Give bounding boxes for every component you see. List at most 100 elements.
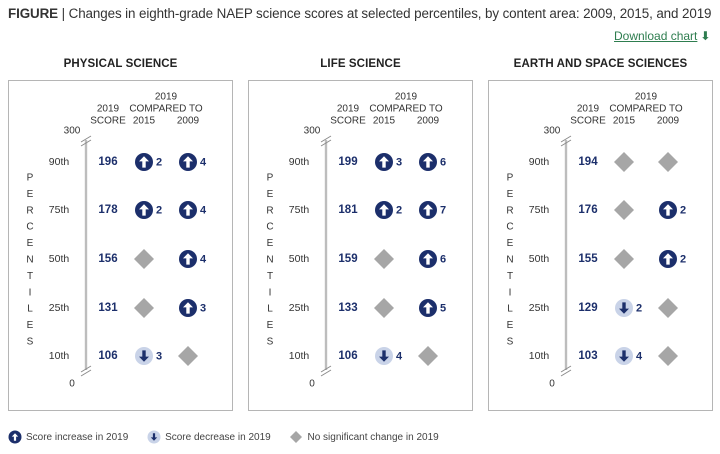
axis-break-icon — [560, 135, 572, 147]
percentile-axis-letter: N — [266, 255, 273, 266]
vs2015-decrease-icon — [615, 347, 633, 365]
vs2009-change-value: 7 — [440, 205, 446, 217]
percentile-axis-letter: R — [506, 205, 513, 216]
vs2009-change-value: 5 — [440, 303, 446, 315]
percentile-axis-letter: R — [26, 205, 33, 216]
percentile-axis-letter: P — [267, 173, 274, 184]
percentile-axis-letter: S — [507, 337, 514, 348]
vs2009-change-value: 2 — [680, 205, 686, 217]
score-header-year: 2019 — [577, 104, 600, 115]
axis-top-label: 300 — [64, 126, 81, 137]
percentile-label: 90th — [49, 156, 70, 168]
percentile-label: 10th — [529, 350, 550, 362]
vs2015-change-value: 2 — [156, 205, 162, 217]
compare-header-label: COMPARED TO — [129, 104, 203, 115]
vs2009-change-value: 4 — [200, 157, 207, 169]
score-value: 106 — [338, 350, 357, 362]
vs2015-change-value: 4 — [636, 351, 643, 363]
col-2015-header: 2015 — [133, 116, 156, 127]
panel-title: EARTH AND SPACE SCIENCES — [513, 58, 688, 70]
percentile-axis-letter: E — [27, 189, 34, 200]
vs2015-decrease-icon — [135, 347, 153, 365]
score-value: 194 — [578, 156, 598, 168]
vs2015-no-change-icon — [374, 249, 394, 269]
percentile-label: 90th — [289, 156, 310, 168]
score-value: 196 — [98, 156, 117, 168]
vs2015-change-value: 3 — [396, 157, 402, 169]
percentile-label: 10th — [49, 350, 70, 362]
compare-header-year: 2019 — [155, 92, 178, 103]
vs2015-change-value: 2 — [156, 157, 162, 169]
vs2009-no-change-icon — [178, 346, 198, 366]
percentile-label: 75th — [289, 204, 310, 216]
percentile-axis-letter: L — [27, 304, 33, 315]
vs2009-increase-icon — [179, 153, 197, 171]
vs2015-no-change-icon — [614, 152, 634, 172]
axis-top-label: 300 — [304, 126, 321, 137]
vs2009-change-value: 6 — [440, 157, 446, 169]
percentile-axis-letter: N — [26, 255, 33, 266]
score-value: 176 — [578, 204, 597, 216]
vs2015-change-value: 2 — [636, 303, 642, 315]
percentile-axis-letter: I — [509, 287, 512, 298]
vs2009-increase-icon — [179, 201, 197, 219]
vs2009-increase-icon — [659, 201, 677, 219]
vs2015-change-value: 4 — [396, 351, 403, 363]
percentile-axis-letter: C — [506, 222, 513, 233]
percentile-axis-letter: S — [267, 337, 274, 348]
percentile-label: 25th — [49, 302, 70, 314]
axis-break-icon — [80, 135, 92, 147]
percentile-axis-letter: E — [267, 238, 274, 249]
percentile-label: 25th — [289, 302, 310, 314]
score-header-label: SCORE — [570, 116, 606, 127]
legend-no-change: No significant change in 2019 — [289, 430, 439, 444]
percentile-axis-letter: E — [507, 238, 514, 249]
percentile-label: 75th — [529, 204, 550, 216]
col-2009-header: 2009 — [177, 116, 200, 127]
vs2015-decrease-icon — [615, 299, 633, 317]
score-value: 178 — [98, 204, 118, 216]
percentile-axis-letter: P — [27, 173, 34, 184]
vs2009-increase-icon — [419, 250, 437, 268]
compare-header-label: COMPARED TO — [609, 104, 683, 115]
vs2009-increase-icon — [179, 250, 197, 268]
percentile-label: 10th — [289, 350, 310, 362]
axis-break-icon — [80, 365, 92, 377]
axis-bottom-label: 0 — [69, 379, 75, 390]
percentile-axis-letter: L — [267, 304, 273, 315]
percentile-axis-letter: E — [27, 320, 34, 331]
percentile-label: 50th — [529, 253, 550, 265]
vs2009-change-value: 6 — [440, 254, 446, 266]
legend-increase-label: Score increase in 2019 — [26, 431, 129, 443]
axis-bottom-label: 0 — [309, 379, 315, 390]
percentile-label: 75th — [49, 204, 70, 216]
vs2015-increase-icon — [375, 201, 393, 219]
figure-label: FIGURE — [8, 6, 58, 21]
vs2009-no-change-icon — [658, 152, 678, 172]
col-2009-header: 2009 — [417, 116, 440, 127]
score-header-year: 2019 — [97, 104, 120, 115]
percentile-axis-letter: T — [507, 271, 513, 282]
score-header-year: 2019 — [337, 104, 360, 115]
vs2009-no-change-icon — [658, 346, 678, 366]
percentile-label: 90th — [529, 156, 550, 168]
percentile-axis-letter: E — [27, 238, 34, 249]
legend-decrease: Score decrease in 2019 — [147, 430, 271, 444]
download-chart-link[interactable]: Download chart ⬇ — [614, 29, 710, 43]
axis-break-icon — [320, 365, 332, 377]
percentile-axis-letter: E — [267, 189, 274, 200]
percentile-axis-letter: I — [29, 287, 32, 298]
score-value: 181 — [338, 204, 358, 216]
decrease-arrow-icon — [147, 430, 161, 444]
compare-header-year: 2019 — [635, 92, 658, 103]
score-value: 156 — [98, 253, 117, 265]
vs2015-increase-icon — [135, 153, 153, 171]
vs2009-increase-icon — [179, 299, 197, 317]
percentile-label: 50th — [289, 253, 310, 265]
figure-separator: | — [61, 6, 66, 21]
vs2009-no-change-icon — [418, 346, 438, 366]
percentile-axis-letter: R — [266, 205, 273, 216]
score-value: 155 — [578, 253, 598, 265]
vs2015-change-value: 2 — [396, 205, 402, 217]
